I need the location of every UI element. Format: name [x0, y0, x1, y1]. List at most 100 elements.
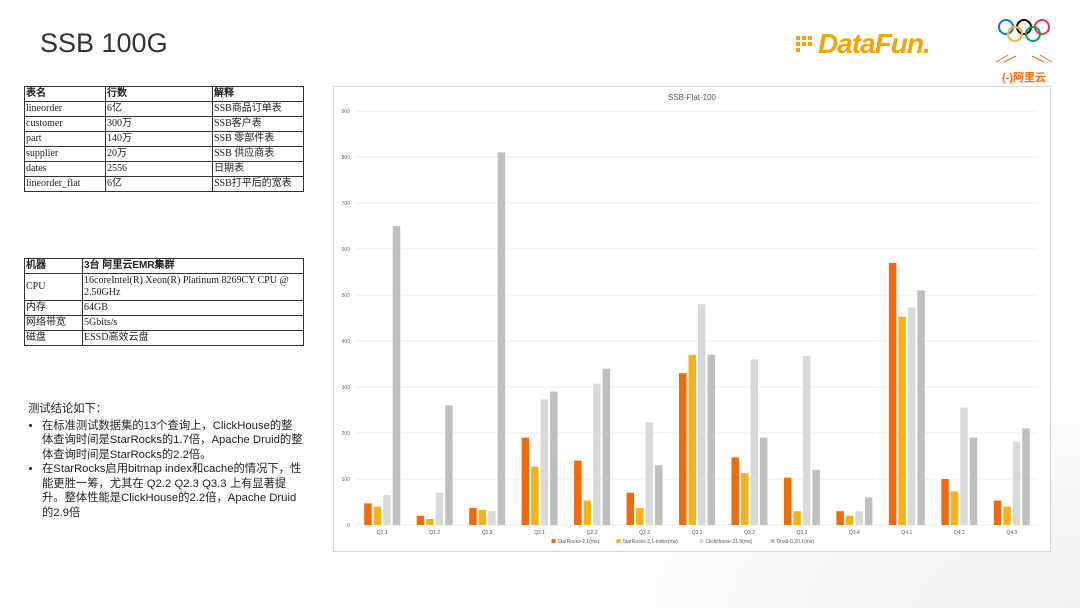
table-header-cell: 解释: [212, 86, 304, 102]
page-title: SSB 100G: [40, 28, 168, 58]
x-tick-label: Q3.4: [849, 530, 860, 536]
table-cell: 64GB: [82, 300, 304, 316]
table-cell: 内存: [24, 300, 83, 316]
bar: [731, 457, 739, 525]
aliyun-olympic-logo: (-)阿里云: [988, 18, 1060, 84]
bar: [655, 465, 663, 525]
y-tick-label: 200: [342, 431, 351, 437]
bar: [688, 354, 696, 525]
bar: [917, 290, 925, 525]
bar: [392, 226, 401, 525]
bar: [707, 354, 715, 525]
bar: [469, 507, 477, 525]
table-cell: 6亿: [105, 176, 213, 192]
table-cell: 20万: [105, 146, 213, 162]
table-cell: 140万: [105, 131, 213, 147]
bar: [550, 391, 558, 525]
legend-swatch: [551, 539, 556, 543]
table-cell: part: [24, 131, 106, 147]
conclusion-text: 测试结论如下： 在标准测试数据集的13个查询上，ClickHouse的整体查询时…: [28, 402, 303, 520]
table-header-row: 表名 行数 解释: [24, 86, 304, 102]
y-tick-label: 800: [342, 155, 351, 161]
table-header-cell: 行数: [105, 86, 213, 102]
bar: [531, 466, 539, 525]
conclusion-bullet: 在标准测试数据集的13个查询上，ClickHouse的整体查询时间是StarRo…: [42, 419, 303, 463]
bar: [383, 495, 391, 525]
datafun-logo-text: DataFun.: [818, 28, 931, 59]
conclusion-heading: 测试结论如下：: [28, 403, 108, 415]
table-row: CPU 16coreIntel(R) Xeon(R) Platinum 8269…: [24, 273, 304, 301]
table-cell: dates: [24, 161, 106, 177]
x-tick-label: Q1.3: [482, 530, 493, 536]
bar: [750, 359, 758, 525]
table-cell: lineorder: [24, 101, 106, 117]
x-tick-label: Q1.2: [429, 530, 440, 536]
legend-label: StarRocks-2.1-index(ms): [623, 539, 679, 545]
bar: [364, 503, 372, 525]
bar: [373, 506, 382, 525]
bar: [416, 515, 425, 525]
table-cell: 6亿: [105, 101, 213, 117]
chart-container: SSB-Flat-100 0 100 200 300 400 500 600 700 800 900…: [333, 86, 1051, 552]
table-cell: SSB打平后的宽表: [212, 176, 304, 192]
bar: [521, 437, 530, 525]
table-header-cell: 3台 阿里云EMR集群: [82, 258, 304, 274]
bar: [845, 515, 854, 525]
table-cell: 300万: [105, 116, 213, 132]
table-row: dates 2556 日期表: [24, 161, 304, 177]
bar: [593, 383, 601, 525]
olympic-rings-icon: [998, 19, 1050, 42]
table-cell: 网络带宽: [24, 315, 83, 331]
table-header-cell: 机器: [24, 258, 83, 274]
table-cell: 日期表: [212, 161, 304, 177]
datafun-logo: DataFun.: [796, 24, 936, 64]
table-cell: customer: [24, 116, 106, 132]
y-tick-label: 300: [342, 385, 351, 391]
table-row: customer 300万 SSB客户表: [24, 116, 304, 132]
table-cell: 16coreIntel(R) Xeon(R) Platinum 8269CY C…: [82, 273, 304, 301]
table-row: supplier 20万 SSB 供应商表: [24, 146, 304, 162]
bar: [445, 405, 453, 525]
bar: [426, 519, 434, 525]
bar: [812, 469, 820, 525]
bar: [435, 492, 444, 525]
bar: [993, 500, 1002, 525]
x-tick-label: Q4.1: [901, 530, 912, 536]
x-tick-label: Q2.2: [587, 530, 598, 536]
table-cell: supplier: [24, 146, 106, 162]
table-cell: 5Gbits/s: [82, 315, 304, 331]
x-tick-label: Q2.1: [534, 530, 545, 536]
legend-swatch: [699, 539, 704, 543]
bar: [793, 511, 801, 525]
bar: [679, 373, 687, 525]
bar: [898, 316, 906, 525]
datafun-dots-icon: [796, 36, 814, 52]
table-cell: 2556: [105, 161, 213, 177]
bar: [759, 437, 768, 525]
x-tick-label: Q3.2: [744, 530, 755, 536]
ssb-tables-table: 表名 行数 解释 lineorder 6亿 SSB商品订单表 customer …: [24, 86, 304, 192]
bar: [950, 491, 959, 525]
bar: [1003, 506, 1011, 525]
y-tick-label: 600: [342, 247, 351, 253]
table-row: lineorder_flat 6亿 SSB打平后的宽表: [24, 176, 304, 192]
bar: [645, 422, 654, 525]
conclusion-list: 在标准测试数据集的13个查询上，ClickHouse的整体查询时间是StarRo…: [28, 419, 303, 521]
legend-swatch: [616, 539, 621, 543]
bar: [540, 399, 549, 525]
table-header-row: 机器 3台 阿里云EMR集群: [24, 258, 304, 274]
table-cell: lineorder_flat: [24, 176, 106, 192]
bar-chart: SSB-Flat-100 0 100 200 300 400 500 600 700 800 900…: [342, 93, 1038, 545]
bar: [478, 509, 487, 525]
bar: [907, 307, 916, 525]
bar: [740, 473, 749, 525]
table-row: 内存 64GB: [24, 300, 304, 316]
table-row: 磁盘 ESSD高效云盘: [24, 330, 304, 346]
table-cell: SSB客户表: [212, 116, 304, 132]
table-cell: 磁盘: [24, 330, 83, 346]
table-row: part 140万 SSB 零部件表: [24, 131, 304, 147]
conclusion-bullet: 在StarRocks启用bitmap index和cache的情况下，性能更胜一…: [42, 462, 303, 520]
bar: [783, 477, 792, 525]
bar: [1012, 442, 1021, 525]
bar: [602, 368, 611, 525]
